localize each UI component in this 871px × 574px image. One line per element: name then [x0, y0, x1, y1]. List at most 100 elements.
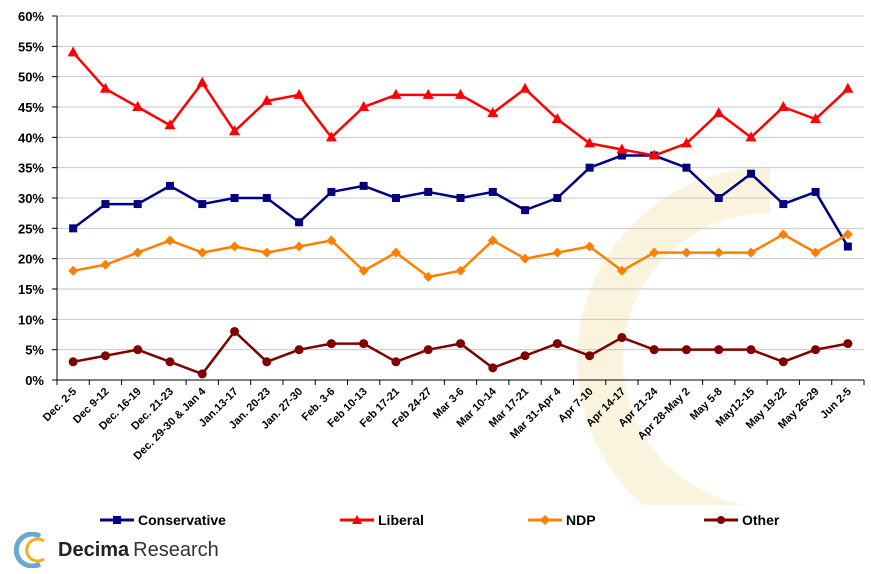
data-point-other [488, 363, 498, 373]
data-point-conservative [327, 187, 336, 196]
legend-item-ndp: NDP [528, 508, 596, 532]
data-point-liberal [616, 143, 628, 154]
y-tick-label: 0% [25, 373, 44, 388]
legend-triangle-marker-icon [340, 515, 374, 524]
data-point-other [746, 345, 756, 355]
legend-item-conservative: Conservative [100, 508, 226, 532]
data-point-conservative [617, 151, 626, 160]
data-point-ndp [261, 247, 272, 258]
data-point-liberal [584, 137, 596, 148]
data-point-ndp [455, 265, 466, 276]
data-point-other [197, 369, 207, 379]
data-point-conservative [811, 187, 820, 196]
legend-label-other: Other [742, 512, 780, 528]
legend-item-liberal: Liberal [340, 508, 424, 532]
legend-item-other: Other [704, 508, 779, 532]
data-point-ndp [584, 241, 595, 252]
legend-label-liberal: Liberal [378, 512, 424, 528]
data-point-ndp [197, 247, 208, 258]
series-group [67, 46, 854, 379]
data-point-liberal [293, 88, 305, 99]
data-point-ndp [294, 241, 305, 252]
data-point-other [681, 345, 691, 355]
data-point-ndp [520, 253, 531, 264]
y-tick-label: 40% [18, 130, 44, 145]
data-point-conservative [424, 187, 433, 196]
data-point-liberal [455, 88, 466, 99]
legend-label-conservative: Conservative [138, 512, 226, 528]
data-point-conservative [553, 194, 562, 202]
data-point-liberal [164, 119, 176, 130]
data-point-conservative [165, 181, 174, 190]
data-point-conservative [391, 194, 400, 202]
logo-text-regular: Research [133, 538, 219, 561]
data-point-ndp [68, 265, 79, 276]
data-point-ndp [358, 265, 369, 276]
data-point-other [456, 339, 465, 349]
data-point-conservative [488, 187, 497, 196]
data-point-liberal [551, 113, 563, 124]
series-line-liberal [72, 51, 849, 157]
series-line-other [72, 330, 849, 376]
y-tick-label: 55% [18, 39, 44, 54]
data-point-other [843, 339, 853, 349]
y-tick-label: 20% [18, 252, 44, 267]
data-point-other [811, 345, 821, 355]
data-point-ndp [326, 235, 337, 246]
data-point-conservative [198, 200, 207, 209]
legend-label-ndp: NDP [566, 512, 596, 528]
data-point-conservative [456, 194, 465, 202]
data-point-other [714, 345, 724, 355]
data-point-other [262, 357, 272, 367]
y-axis: 0% 5% 10% 15% 20% 25% 30% 35% 40% 45% 50% 55% 60% [18, 9, 58, 388]
logo-text-bold: Decima [58, 538, 130, 561]
data-point-conservative [133, 200, 142, 209]
data-point-liberal [132, 101, 144, 111]
y-tick-label: 45% [18, 100, 44, 115]
data-point-ndp [390, 247, 401, 258]
data-point-ndp [713, 247, 724, 258]
data-point-liberal [325, 131, 337, 142]
data-point-ndp [681, 247, 692, 258]
decima-logo: Decima Research [14, 530, 219, 570]
data-point-ndp [842, 229, 853, 240]
data-point-other [133, 345, 143, 355]
data-point-conservative [359, 181, 368, 190]
y-tick-label: 35% [18, 161, 44, 176]
data-point-ndp [423, 271, 434, 282]
data-point-liberal [229, 125, 241, 136]
data-point-liberal [842, 82, 854, 93]
data-point-ndp [778, 229, 789, 240]
x-tick-label: Jun 2-5 [818, 386, 854, 422]
data-point-liberal [519, 82, 531, 93]
data-point-other [100, 351, 110, 361]
data-point-conservative [295, 218, 304, 227]
data-point-ndp [164, 235, 175, 246]
data-point-liberal [713, 107, 725, 118]
data-point-conservative [262, 194, 271, 202]
data-point-other [617, 333, 627, 343]
y-tick-label: 10% [18, 312, 44, 327]
data-point-liberal [777, 101, 789, 111]
data-point-other [520, 351, 530, 361]
data-point-liberal [196, 76, 208, 87]
data-point-ndp [487, 235, 498, 246]
data-point-liberal [680, 137, 692, 148]
data-point-liberal [745, 131, 757, 142]
y-tick-label: 5% [25, 343, 44, 358]
data-point-ndp [100, 259, 111, 270]
decima-swoosh-icon [14, 532, 45, 568]
data-point-other [68, 357, 78, 367]
data-point-other [391, 357, 401, 367]
data-point-other [552, 339, 562, 349]
data-point-other [165, 357, 175, 367]
data-point-conservative [585, 163, 594, 172]
data-point-ndp [552, 247, 563, 258]
gridlines [57, 15, 864, 381]
data-point-other [649, 345, 659, 355]
data-point-conservative [714, 194, 723, 202]
data-point-liberal [390, 88, 402, 99]
data-point-ndp [746, 247, 757, 258]
data-point-conservative [843, 242, 852, 251]
